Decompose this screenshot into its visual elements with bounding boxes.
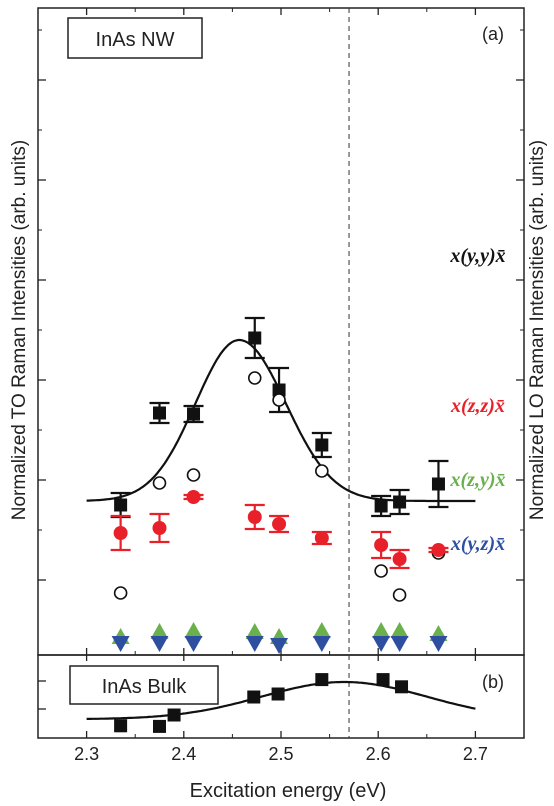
panel-b: 2.3 2.4 2.5 2.6 2.7 bbox=[37, 654, 525, 764]
series-0-point bbox=[272, 383, 286, 397]
series-4-point bbox=[245, 636, 264, 652]
series-4-point bbox=[372, 636, 391, 652]
series-3-point bbox=[245, 623, 264, 639]
x-tick-label: 2.4 bbox=[171, 744, 196, 764]
bulk-point bbox=[315, 673, 329, 687]
series-3-point bbox=[312, 622, 331, 638]
series-0-point bbox=[114, 498, 128, 512]
series-1-point bbox=[152, 476, 167, 490]
series-0-point bbox=[187, 407, 201, 421]
series-3-point bbox=[390, 622, 409, 638]
x-axis-label: Excitation energy (eV) bbox=[190, 780, 387, 802]
series-2-point bbox=[247, 510, 262, 524]
series-1-point bbox=[186, 468, 201, 482]
x-tick-label: 2.5 bbox=[268, 744, 293, 764]
x-tick-label: 2.7 bbox=[463, 744, 488, 764]
sample-label-b: InAs Bulk bbox=[102, 676, 187, 698]
series-2-point bbox=[272, 517, 287, 531]
series-4-point bbox=[312, 636, 331, 652]
series-1-point bbox=[247, 371, 262, 385]
x-tick-label: 2.3 bbox=[74, 744, 99, 764]
series-1-point bbox=[392, 588, 407, 602]
label-xzz: x(z,z)x̄ bbox=[450, 395, 505, 417]
series-2-point bbox=[113, 526, 128, 540]
panel-label-a: (a) bbox=[482, 24, 504, 44]
sample-label-box-a bbox=[67, 17, 203, 59]
y-axis-label-right: Normalized LO Raman Intensities (arb. un… bbox=[527, 140, 548, 520]
sample-label-a: InAs NW bbox=[96, 29, 175, 51]
bulk-point bbox=[376, 673, 390, 687]
series-4-point bbox=[429, 636, 448, 652]
series-1-point bbox=[374, 564, 388, 578]
series-2-point bbox=[152, 521, 167, 535]
series-0-point bbox=[431, 477, 445, 491]
series-3-point bbox=[150, 623, 169, 639]
series-0-point bbox=[153, 406, 166, 420]
series-3-point bbox=[372, 622, 391, 638]
series-1-point bbox=[113, 586, 128, 600]
series-0-point bbox=[315, 438, 329, 452]
bulk-point bbox=[114, 719, 128, 733]
series-2-point bbox=[431, 543, 446, 557]
series-4-point bbox=[111, 636, 130, 652]
bulk-point bbox=[247, 690, 261, 704]
y-axis-label-left: Normalized TO Raman Intensities (arb. un… bbox=[9, 140, 30, 521]
label-xzy: x(z,y)x̄ bbox=[450, 469, 506, 491]
series-3-point bbox=[184, 622, 203, 638]
series-4-point bbox=[150, 636, 169, 652]
series-4-point bbox=[184, 636, 203, 652]
panel-label-b: (b) bbox=[482, 672, 504, 692]
series-4-point bbox=[270, 638, 289, 654]
label-xyy: x(y,y)x̄ bbox=[449, 245, 505, 267]
sample-label-box-b bbox=[69, 665, 219, 705]
bulk-point bbox=[153, 719, 166, 733]
series-0-point bbox=[374, 499, 388, 513]
series-2-point bbox=[314, 531, 329, 545]
bulk-point bbox=[395, 680, 409, 694]
series-1-point bbox=[315, 464, 329, 478]
series-2-point bbox=[392, 552, 407, 566]
series-2-point bbox=[374, 538, 389, 552]
label-xyz: x(y,z)x̄ bbox=[450, 533, 505, 555]
plot-frame-a bbox=[37, 7, 525, 656]
panel-a: x(y,y)x̄ x(z,z)x̄ x(z,y)x̄ x(y,z)x̄ bbox=[37, 7, 525, 656]
series-1-point bbox=[272, 393, 286, 407]
series-4-point bbox=[390, 636, 409, 652]
series-0-point bbox=[393, 495, 407, 509]
bulk-point bbox=[167, 708, 181, 722]
x-tick-label: 2.6 bbox=[366, 744, 391, 764]
series-2-point bbox=[186, 490, 201, 504]
fit-curve-a bbox=[86, 338, 476, 503]
series-0-point bbox=[248, 331, 262, 345]
bulk-point bbox=[271, 687, 285, 701]
